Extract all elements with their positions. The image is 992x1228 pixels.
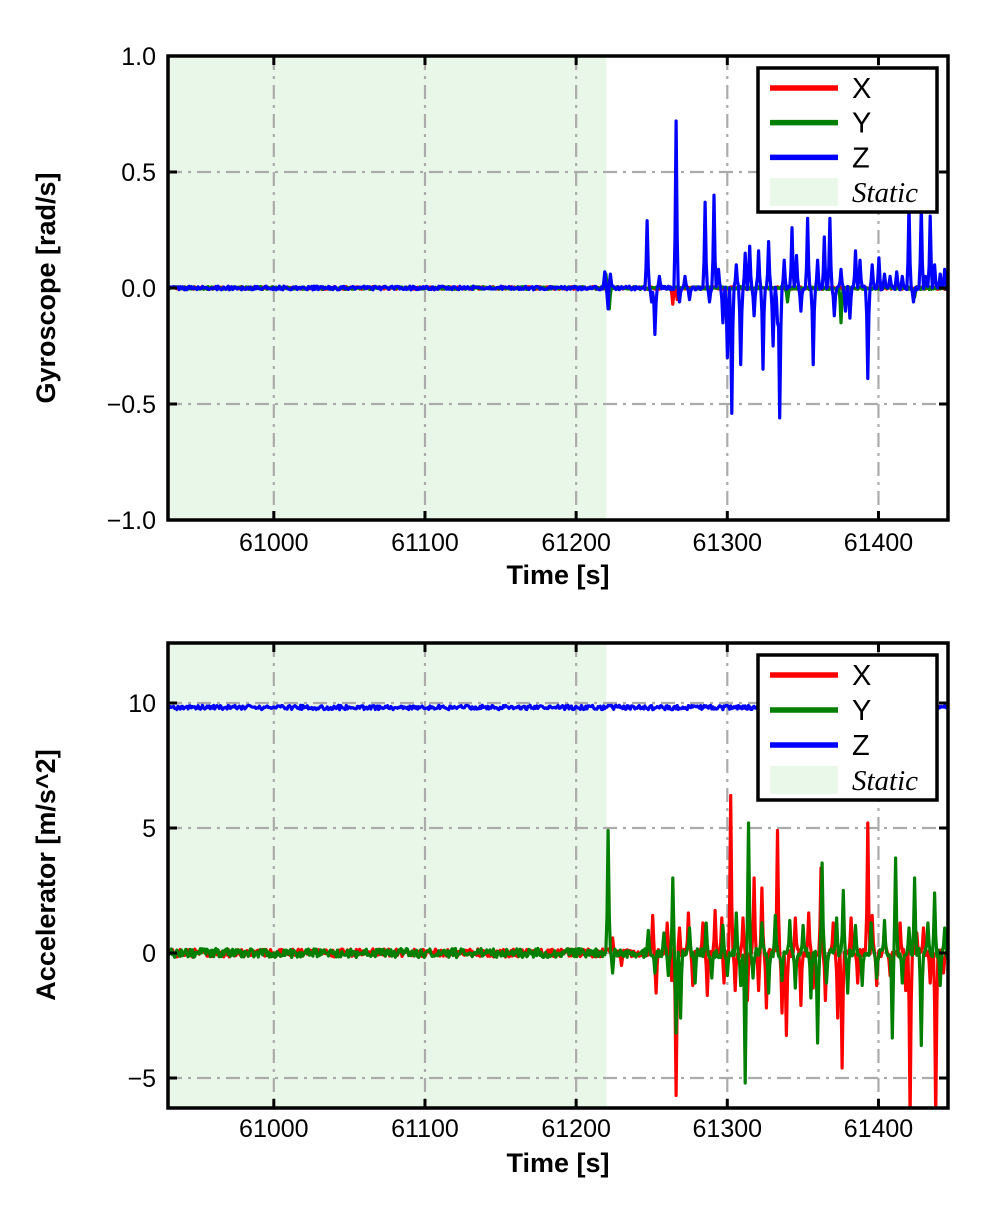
gyroscope-x-axis-label: Time [s] xyxy=(506,560,610,590)
legend-label-x: X xyxy=(852,73,871,105)
x-tick-label: 61300 xyxy=(693,529,763,557)
x-tick-label: 61200 xyxy=(541,1115,611,1143)
static-region xyxy=(168,643,607,1108)
plot-border xyxy=(166,641,950,1110)
series-z-line xyxy=(168,119,948,420)
accelerator-x-axis-label: Time [s] xyxy=(506,1148,610,1178)
legend-static-swatch xyxy=(770,178,838,206)
x-tick-label: 61100 xyxy=(391,1115,459,1143)
legend-label-y: Y xyxy=(852,108,871,140)
legend-label-static: Static xyxy=(852,765,918,797)
x-tick-label: 61000 xyxy=(239,1115,309,1143)
legend-label-z: Z xyxy=(852,142,870,174)
legend-label-y: Y xyxy=(852,695,871,727)
y-tick-label: 0.5 xyxy=(121,159,156,187)
y-tick-label: 0.0 xyxy=(121,275,156,303)
y-tick-label: −5 xyxy=(127,1065,156,1093)
y-tick-label: −0.5 xyxy=(107,391,156,419)
legend-static-swatch xyxy=(770,766,838,794)
x-tick-label: 61200 xyxy=(541,529,611,557)
legend-label-z: Z xyxy=(852,730,870,762)
x-tick-label: 61300 xyxy=(693,1115,763,1143)
series-x-line xyxy=(168,793,948,1108)
y-tick-label: 0 xyxy=(142,940,156,968)
gyroscope-y-axis-label: Gyroscope [rad/s] xyxy=(31,172,61,404)
x-tick-label: 61000 xyxy=(239,529,309,557)
x-tick-label: 61400 xyxy=(844,529,914,557)
y-tick-label: 5 xyxy=(142,815,156,843)
x-tick-label: 61100 xyxy=(391,529,459,557)
legend-label-static: Static xyxy=(852,177,918,209)
y-tick-label: 1.0 xyxy=(121,43,156,71)
series-y-line xyxy=(168,821,948,1085)
accelerator-y-axis-label: Accelerator [m/s^2] xyxy=(31,749,61,1001)
y-tick-label: −1.0 xyxy=(107,507,156,535)
y-tick-label: 10 xyxy=(128,690,156,718)
legend-label-x: X xyxy=(852,660,871,692)
x-tick-label: 61400 xyxy=(844,1115,914,1143)
